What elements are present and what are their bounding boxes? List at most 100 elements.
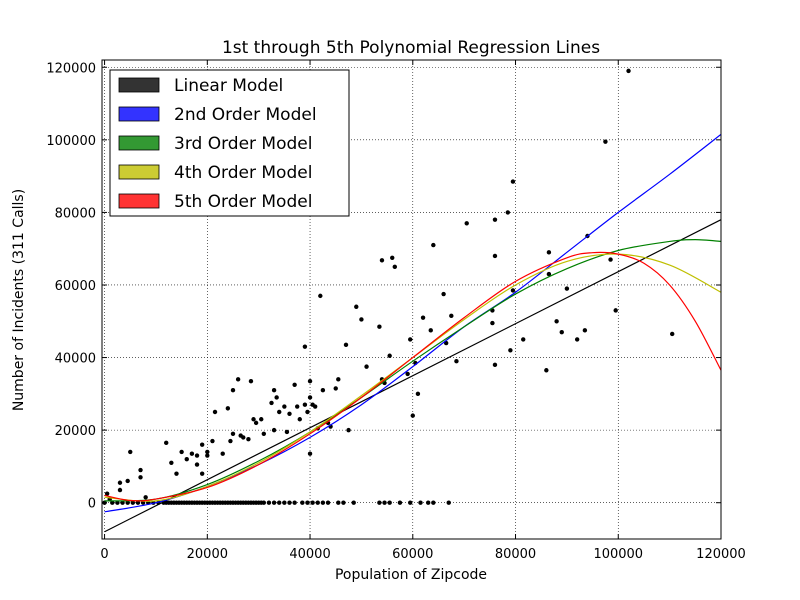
zero-data-point bbox=[135, 500, 141, 505]
zero-data-point bbox=[325, 500, 331, 505]
data-point bbox=[277, 409, 282, 415]
zero-data-point bbox=[130, 500, 136, 505]
y-tick-label: 60000 bbox=[55, 279, 96, 294]
data-point bbox=[174, 471, 179, 476]
zero-data-point bbox=[125, 500, 130, 505]
data-point bbox=[410, 413, 415, 418]
data-point bbox=[582, 328, 588, 333]
series-line-1 bbox=[104, 219, 721, 533]
legend-label-1: Linear Model bbox=[174, 76, 283, 96]
data-point bbox=[269, 400, 274, 406]
data-point bbox=[505, 210, 511, 215]
y-tick-label: 20000 bbox=[55, 424, 96, 439]
legend-swatch-4 bbox=[118, 164, 160, 180]
data-point bbox=[359, 317, 364, 322]
legend-label-3: 3rd Order Model bbox=[174, 134, 312, 154]
data-point bbox=[387, 353, 392, 358]
legend-swatch-3 bbox=[118, 135, 160, 151]
data-point bbox=[603, 139, 608, 144]
zero-data-point bbox=[387, 500, 392, 505]
legend-swatch-1 bbox=[118, 77, 160, 93]
data-point bbox=[405, 371, 410, 377]
legend-label-5: 5th Order Model bbox=[174, 192, 312, 212]
legend-label-4: 4th Order Model bbox=[174, 163, 312, 183]
data-point bbox=[510, 288, 516, 293]
data-point bbox=[184, 456, 189, 462]
data-point bbox=[295, 404, 300, 409]
x-tick-label: 20000 bbox=[187, 547, 228, 562]
data-point bbox=[212, 409, 218, 415]
data-point bbox=[307, 378, 313, 384]
data-point bbox=[194, 462, 200, 467]
data-point bbox=[320, 388, 326, 393]
data-point bbox=[225, 406, 231, 411]
zero-data-point bbox=[110, 500, 115, 505]
series-line-5 bbox=[104, 251, 721, 502]
data-point bbox=[194, 453, 200, 458]
data-point bbox=[297, 417, 302, 422]
data-point bbox=[251, 417, 256, 422]
zero-data-point bbox=[282, 500, 287, 505]
y-axis-label: Number of Incidents (311 Calls) bbox=[11, 189, 27, 411]
data-point bbox=[377, 324, 382, 329]
data-point bbox=[559, 329, 564, 335]
legend: Linear Model 2nd Order Model 3rd Order Mod… bbox=[109, 69, 350, 217]
zero-data-point bbox=[261, 500, 267, 505]
data-point bbox=[492, 217, 498, 222]
data-point bbox=[138, 475, 143, 480]
data-point bbox=[253, 420, 259, 426]
data-point bbox=[392, 264, 398, 270]
data-point bbox=[169, 460, 174, 465]
zero-data-point bbox=[431, 500, 436, 505]
data-point bbox=[318, 293, 323, 299]
series-line-3 bbox=[104, 239, 721, 502]
data-point bbox=[261, 431, 267, 436]
plot-area bbox=[102, 68, 721, 533]
zero-data-point bbox=[300, 500, 305, 505]
data-point bbox=[179, 449, 184, 455]
zero-data-point bbox=[277, 500, 282, 505]
data-point bbox=[608, 257, 613, 262]
data-point bbox=[554, 319, 559, 324]
chart-title: 1st through 5th Polynomial Regression Li… bbox=[222, 38, 600, 58]
data-point bbox=[210, 438, 215, 444]
y-tick-label: 40000 bbox=[55, 352, 96, 367]
data-point bbox=[189, 451, 195, 456]
data-point bbox=[428, 328, 433, 333]
data-point bbox=[292, 382, 297, 387]
legend-swatch-2 bbox=[118, 106, 160, 122]
data-point bbox=[307, 451, 313, 456]
data-point bbox=[420, 315, 426, 320]
data-point bbox=[312, 404, 318, 409]
data-point bbox=[544, 368, 549, 373]
zero-data-point bbox=[120, 500, 125, 505]
data-point bbox=[230, 388, 236, 393]
x-tick-label: 40000 bbox=[289, 547, 330, 562]
data-point bbox=[333, 386, 338, 391]
data-point bbox=[510, 179, 516, 184]
data-point bbox=[449, 313, 454, 319]
zero-data-point bbox=[266, 500, 272, 505]
data-point bbox=[205, 453, 210, 458]
data-point bbox=[230, 431, 236, 436]
zero-data-point bbox=[287, 500, 292, 505]
data-point bbox=[490, 320, 495, 326]
data-point bbox=[241, 435, 246, 440]
data-point bbox=[302, 344, 308, 349]
data-point bbox=[235, 377, 241, 382]
data-point bbox=[104, 491, 110, 496]
data-point bbox=[336, 377, 341, 382]
axis-ticks: 0 20000 40000 60000 80000 100000 120000 0 20000 4… bbox=[46, 60, 746, 562]
data-point bbox=[354, 304, 359, 309]
zero-data-point bbox=[310, 500, 315, 505]
data-point bbox=[574, 337, 580, 342]
data-point bbox=[282, 404, 287, 409]
data-point bbox=[408, 337, 413, 342]
zero-data-point bbox=[418, 500, 423, 505]
zero-data-point bbox=[292, 500, 297, 505]
zero-data-point bbox=[115, 500, 120, 505]
zero-data-point bbox=[336, 500, 341, 505]
data-point bbox=[379, 258, 385, 263]
zero-data-point bbox=[305, 500, 310, 505]
